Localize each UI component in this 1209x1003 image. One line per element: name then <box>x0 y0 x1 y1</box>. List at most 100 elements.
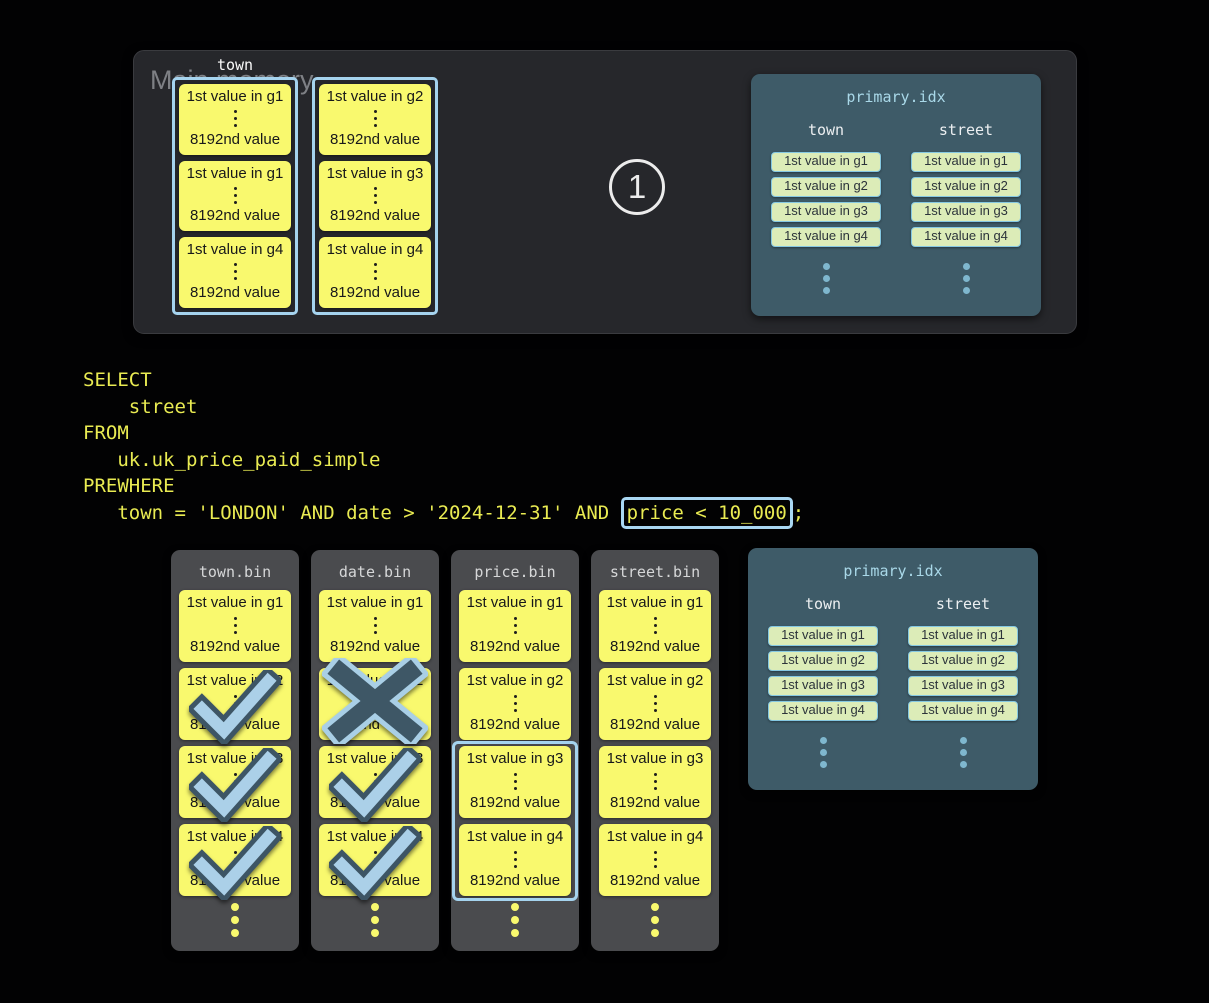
ellipsis-dots <box>513 850 517 868</box>
column-file-street-bin: street.bin 1st value in g1 8192nd value … <box>591 550 719 951</box>
ellipsis-dots <box>233 616 237 634</box>
granule-first-value: 1st value in g4 <box>606 828 704 845</box>
granule-last-value: 8192nd value <box>609 638 701 655</box>
index-entry: 1st value in g1 <box>771 152 881 172</box>
bin-title: town.bin <box>198 563 272 581</box>
granule-first-value: 1st value in g2 <box>326 88 424 105</box>
granule-last-value: 8192nd value <box>189 207 281 225</box>
index-column-street: street 1st value in g1 1st value in g2 1… <box>908 121 1024 294</box>
granule-first-value: 1st value in g1 <box>186 164 284 182</box>
granule-last-value: 8192nd value <box>189 638 281 655</box>
town-column-label: town <box>216 56 254 74</box>
granule-last-value: 8192nd value <box>189 794 281 811</box>
ellipsis-dots <box>373 850 377 868</box>
memory-granule-stack-2: 1st value in g2 8192nd value 1st value i… <box>312 77 438 315</box>
step-1-badge: 1 <box>609 159 665 215</box>
granule-block: 1st value in g3 8192nd value <box>179 746 291 822</box>
main-memory-panel: Main memory town 1st value in g1 8192nd … <box>133 50 1077 334</box>
ellipsis-dots <box>513 616 517 634</box>
bin-title: date.bin <box>338 563 412 581</box>
index-entry: 1st value in g1 <box>908 626 1018 646</box>
index-entry: 1st value in g4 <box>911 227 1021 247</box>
ellipsis-dots <box>959 737 967 768</box>
granule-last-value: 8192nd value <box>469 794 561 811</box>
ellipsis-dots <box>822 263 830 294</box>
primary-index-panel-top: primary.idx town 1st value in g1 1st val… <box>751 74 1041 316</box>
granule-block: 1st value in g4 8192nd value <box>599 824 711 896</box>
selected-granules-outline <box>452 741 578 901</box>
granule-block: 1st value in g1 8192nd value <box>179 84 291 155</box>
ellipsis-dots <box>233 263 237 281</box>
granule-last-value: 8192nd value <box>329 130 421 148</box>
sql-line: SELECT <box>83 369 152 391</box>
index-entry: 1st value in g3 <box>911 202 1021 222</box>
sql-line: uk.uk_price_paid_simple <box>83 448 381 471</box>
index-entry: 1st value in g2 <box>911 177 1021 197</box>
granule-block: 1st value in g2 8192nd value <box>459 668 571 740</box>
granule-first-value: 1st value in g2 <box>326 672 424 689</box>
granule-block: 1st value in g1 8192nd value <box>179 160 291 232</box>
granule-last-value: 8192nd value <box>189 716 281 733</box>
highlighted-price-predicate: price < 10_000 <box>620 496 793 529</box>
granule-block: 1st value in g1 8192nd value <box>459 590 571 662</box>
granule-last-value: 8192nd value <box>469 638 561 655</box>
index-entry: 1st value in g2 <box>908 651 1018 671</box>
ellipsis-dots <box>962 263 970 294</box>
ellipsis-dots <box>373 694 377 712</box>
granule-block: 1st value in g3 8192nd value <box>319 746 431 822</box>
granule-block: 1st value in g1 8192nd value <box>319 590 431 662</box>
ellipsis-dots <box>373 263 377 281</box>
ellipsis-dots <box>653 616 657 634</box>
granule-block: 1st value in g3 8192nd value <box>599 746 711 818</box>
granule-last-value: 8192nd value <box>189 284 281 301</box>
granule-last-value: 8192nd value <box>329 794 421 811</box>
ellipsis-dots <box>233 850 237 868</box>
sql-query: SELECT street FROM uk.uk_price_paid_simp… <box>83 367 805 529</box>
granule-last-value: 8192nd value <box>329 872 421 889</box>
granule-block: 1st value in g4 8192nd value <box>179 237 291 309</box>
granule-block: 1st value in g2 8192nd value <box>179 668 291 744</box>
primary-index-title: primary.idx <box>843 562 943 580</box>
granule-first-value: 1st value in g3 <box>326 164 424 182</box>
ellipsis-dots <box>451 903 579 937</box>
granule-first-value: 1st value in g4 <box>326 241 424 259</box>
granule-first-value: 1st value in g3 <box>466 750 564 767</box>
granule-last-value: 8192nd value <box>609 794 701 811</box>
granule-first-value: 1st value in g2 <box>186 672 284 689</box>
ellipsis-dots <box>653 850 657 868</box>
index-entry: 1st value in g3 <box>771 202 881 222</box>
granule-block: 1st value in g2 8192nd value <box>599 668 711 740</box>
granule-block: 1st value in g4 8192nd value <box>319 237 431 309</box>
sql-line: street <box>83 395 198 418</box>
granule-first-value: 1st value in g3 <box>606 750 704 767</box>
granule-last-value: 8192nd value <box>609 716 701 733</box>
bin-title: price.bin <box>474 563 556 581</box>
ellipsis-dots <box>311 903 439 937</box>
granule-last-value: 8192nd value <box>189 130 281 148</box>
ellipsis-dots <box>653 694 657 712</box>
granule-first-value: 1st value in g1 <box>466 594 564 611</box>
granule-block: 1st value in g3 8192nd value <box>319 160 431 232</box>
ellipsis-dots <box>233 772 237 790</box>
ellipsis-dots <box>591 903 719 937</box>
bin-title: street.bin <box>609 563 701 581</box>
granule-first-value: 1st value in g4 <box>326 828 424 845</box>
index-column-name: town <box>804 595 842 613</box>
index-entry: 1st value in g4 <box>771 227 881 247</box>
primary-index-title: primary.idx <box>846 88 946 106</box>
index-entry: 1st value in g3 <box>908 676 1018 696</box>
granule-first-value: 1st value in g4 <box>186 241 284 259</box>
ellipsis-dots <box>233 694 237 712</box>
index-entry: 1st value in g3 <box>768 676 878 696</box>
index-entry: 1st value in g1 <box>768 626 878 646</box>
sql-condition-suffix: ; <box>792 501 805 524</box>
granule-last-value: 8192nd value <box>329 716 421 733</box>
index-entry: 1st value in g4 <box>768 701 878 721</box>
granule-first-value: 1st value in g1 <box>186 88 284 105</box>
sql-line: PREWHERE <box>83 475 175 498</box>
ellipsis-dots <box>233 186 237 204</box>
sql-line-prewhere-condition: town = 'LONDON' AND date > '2024-12-31' … <box>83 496 805 529</box>
index-column-name: street <box>938 121 994 139</box>
index-column-name: town <box>807 121 845 139</box>
